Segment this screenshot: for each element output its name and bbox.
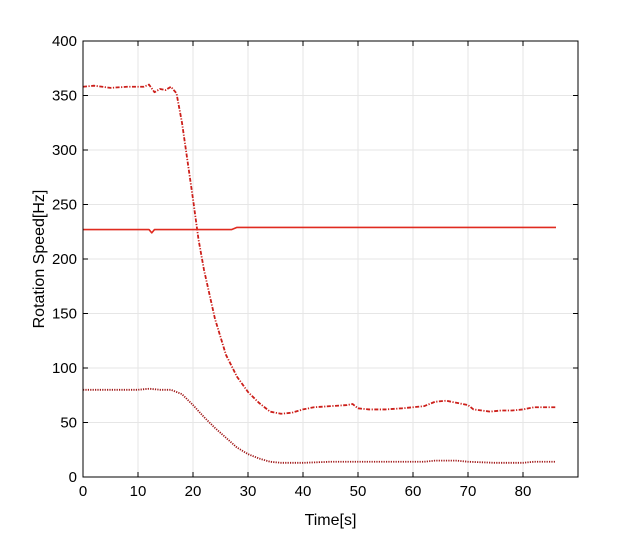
- series-group: [82, 83, 556, 464]
- x-tick-label: 40: [295, 483, 312, 500]
- x-tick-label: 20: [185, 483, 202, 500]
- ticks: 0 10 20 30 40 50 60 70 80 0 50 100 150 200 250 300 350 40…: [52, 33, 578, 500]
- x-tick-label: 80: [515, 483, 532, 500]
- y-tick-label: 250: [52, 197, 77, 214]
- y-tick-label: 200: [52, 251, 77, 268]
- y-tick-label: 0: [69, 469, 77, 486]
- x-tick-label: 10: [130, 483, 147, 500]
- x-tick-label: 50: [350, 483, 367, 500]
- series-line-2: [83, 226, 556, 234]
- y-tick-label: 50: [60, 415, 77, 432]
- x-axis-label: Time[s]: [305, 512, 357, 529]
- y-tick-label: 350: [52, 88, 77, 105]
- x-tick-label: 60: [405, 483, 422, 500]
- x-tick-label: 0: [79, 483, 87, 500]
- x-tick-label: 30: [240, 483, 257, 500]
- y-tick-label: 150: [52, 306, 77, 323]
- y-tick-label: 100: [52, 360, 77, 377]
- y-tick-label: 300: [52, 142, 77, 159]
- y-tick-label: 400: [52, 33, 77, 50]
- y-axis-label: Rotation Speed[Hz]: [31, 190, 48, 329]
- x-tick-label: 70: [460, 483, 477, 500]
- series-line-3: [83, 387, 556, 464]
